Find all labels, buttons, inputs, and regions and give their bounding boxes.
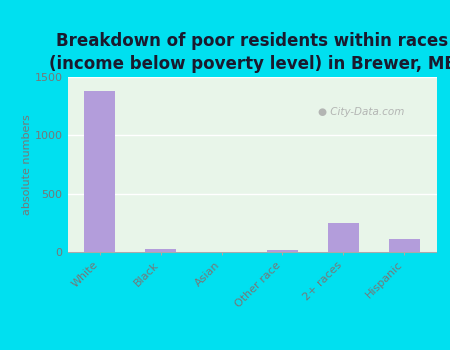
Bar — [267, 250, 298, 252]
Bar — [328, 223, 359, 252]
Y-axis label: absolute numbers: absolute numbers — [22, 114, 32, 215]
Bar — [84, 91, 115, 252]
Text: ● City-Data.com: ● City-Data.com — [319, 107, 405, 117]
Bar — [145, 248, 176, 252]
Title: Breakdown of poor residents within races
(income below poverty level) in Brewer,: Breakdown of poor residents within races… — [49, 33, 450, 73]
Bar — [389, 239, 420, 252]
